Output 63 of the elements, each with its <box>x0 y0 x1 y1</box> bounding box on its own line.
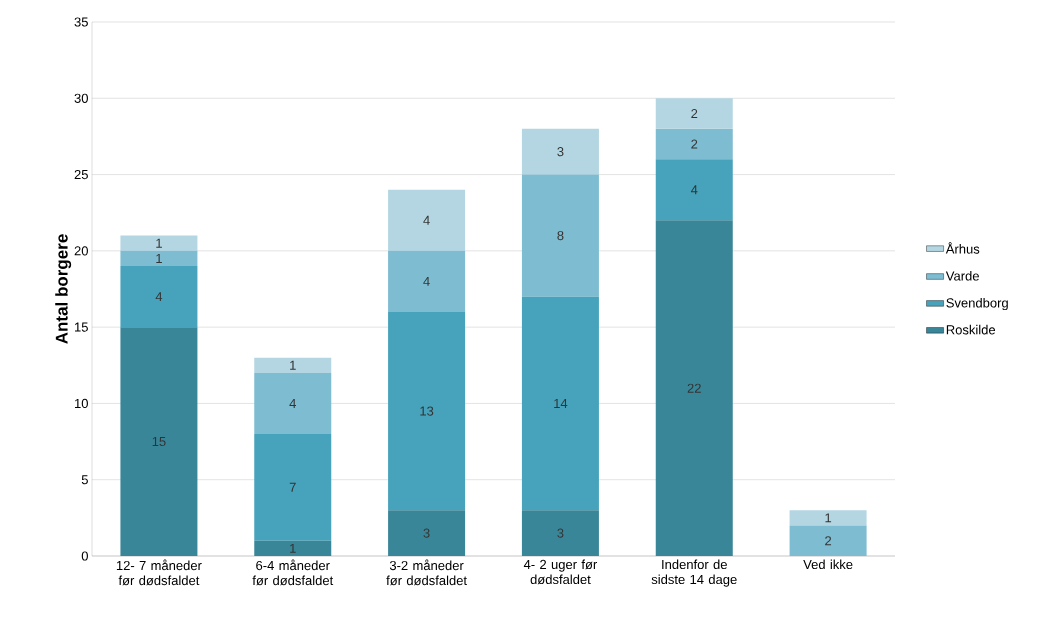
legend-label: Varde <box>945 271 979 281</box>
bar <box>789 510 867 526</box>
data-label: 2 <box>825 536 832 546</box>
y-tick-label: 30 <box>74 93 88 103</box>
bar <box>254 372 332 434</box>
data-label: 4 <box>423 276 430 286</box>
y-tick-label: 15 <box>75 322 88 332</box>
bar <box>388 250 466 312</box>
bar <box>655 159 733 221</box>
bar <box>789 525 867 556</box>
data-label: 3 <box>557 528 564 538</box>
y-tick-label: 5 <box>81 475 88 485</box>
data-label: 4 <box>155 292 163 302</box>
x-tick-label: 12- 7 måneder før dødsfaldet <box>116 559 202 586</box>
x-tick-label: 3-2 måneder før dødsfaldet <box>386 559 467 586</box>
bar <box>388 311 466 511</box>
bar <box>521 296 599 511</box>
legend-label: Roskilde <box>946 324 996 335</box>
data-label: 7 <box>289 482 296 492</box>
data-label: 1 <box>156 254 162 263</box>
data-label: 13 <box>420 406 434 416</box>
data-label: 2 <box>691 108 698 119</box>
bar <box>120 250 198 267</box>
data-label: 1 <box>156 238 162 248</box>
bar <box>388 189 466 251</box>
legend-label: Svendborg <box>946 297 1008 311</box>
bar <box>655 220 733 556</box>
data-label: 1 <box>290 543 296 553</box>
data-label: 4 <box>690 185 698 195</box>
data-label: 8 <box>557 230 564 241</box>
data-label: 15 <box>152 437 166 447</box>
bar <box>120 327 198 556</box>
y-tick-label: 20 <box>74 246 88 256</box>
bar <box>254 540 332 556</box>
bar <box>521 510 599 556</box>
data-label: 4 <box>289 398 296 408</box>
bar <box>120 235 198 251</box>
legend-label: Århus <box>945 242 980 254</box>
data-label: 4 <box>423 215 430 225</box>
bar <box>254 357 332 373</box>
data-label: 3 <box>423 528 430 538</box>
bar <box>655 98 733 129</box>
bar <box>521 128 599 175</box>
y-tick-label: 0 <box>81 551 88 561</box>
y-axis-title: Antal borgere <box>55 234 72 344</box>
data-label: 3 <box>557 147 564 157</box>
x-tick-label: Indenfor de sidste 14 dage <box>651 559 737 587</box>
bar <box>388 510 466 556</box>
bar <box>655 128 733 160</box>
x-tick-label: 4- 2 uger før dødsfaldet <box>523 559 598 585</box>
bar <box>120 266 198 328</box>
bar <box>254 433 332 541</box>
y-tick-label: 35 <box>74 17 88 27</box>
data-label: 14 <box>554 398 568 408</box>
x-tick-label: Ved ikke <box>803 559 853 570</box>
bar <box>521 174 599 297</box>
data-label: 2 <box>691 139 698 149</box>
x-tick-label: 6-4 måneder før dødsfaldet <box>252 559 334 586</box>
data-label: 22 <box>687 383 701 393</box>
data-label: 1 <box>290 360 296 370</box>
data-label: 1 <box>825 513 832 523</box>
y-tick-label: 25 <box>74 169 88 180</box>
y-tick-label: 10 <box>75 398 88 409</box>
